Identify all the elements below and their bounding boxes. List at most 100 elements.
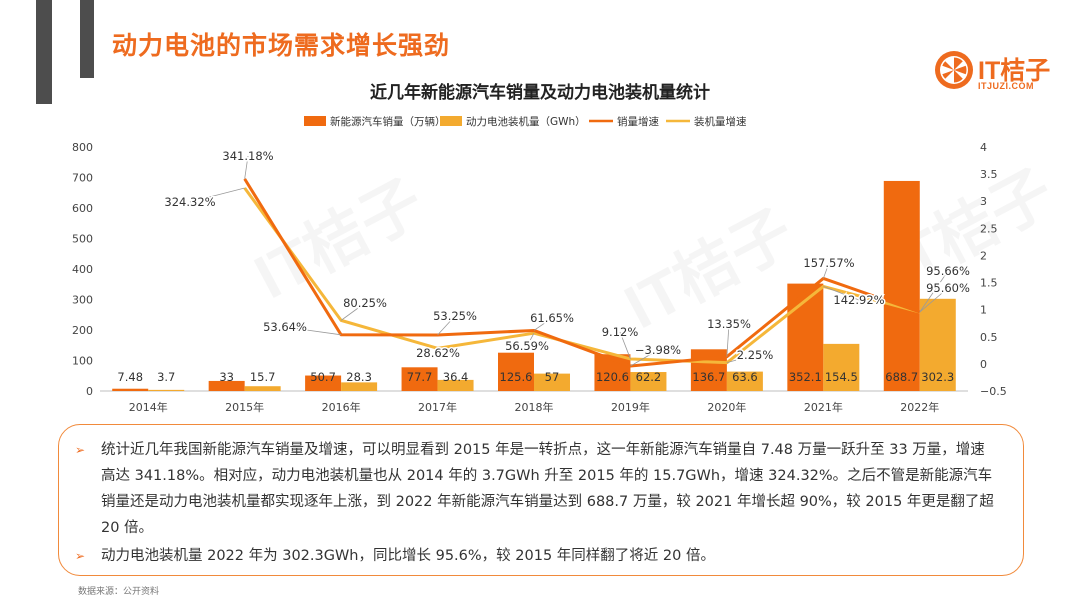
combo-chart: IT桔子 IT桔子 IT桔子新能源汽车销量（万辆） 动力电池装机量（GWh） 销量增速装…	[72, 115, 1065, 414]
x-tick-label: 2019年	[611, 400, 650, 414]
bar-sales-value-label: 352.1	[789, 370, 822, 384]
leader-line	[533, 317, 553, 331]
leader-line	[619, 331, 631, 360]
bar-battery-value-label: 28.3	[346, 370, 372, 384]
bar-sales	[883, 180, 920, 391]
y-right-tick-label: 2	[980, 249, 987, 262]
summary-item: ➢ 统计近几年我国新能源汽车销量及增速，可以明显看到 2015 年是一转折点，这…	[75, 437, 995, 541]
leader-line	[630, 349, 659, 367]
source-note: 数据来源：公开资料	[78, 587, 160, 597]
bar-battery	[726, 371, 763, 391]
bar-sales	[401, 367, 438, 391]
battery-growth-label: 9.12%	[602, 325, 639, 339]
bar-sales-value-label: 136.7	[692, 370, 725, 384]
bar-sales-value-label: 688.7	[885, 370, 918, 384]
leader-line	[284, 326, 342, 336]
battery-growth-label: 28.62%	[416, 346, 460, 360]
bar-battery-value-label: 3.7	[157, 370, 175, 384]
y-right-tick-label: 2.5	[980, 222, 998, 235]
sales-growth-label: 53.25%	[433, 309, 477, 323]
legend-swatch	[304, 116, 326, 126]
legend-label: 新能源汽车销量（万辆）	[330, 115, 446, 128]
bar-battery-value-label: 62.2	[636, 370, 662, 384]
watermark-text: IT桔子	[244, 167, 435, 312]
leader-line	[437, 315, 456, 336]
battery-growth-label: 324.32%	[164, 195, 215, 209]
y-right-tick-label: 1.5	[980, 277, 998, 290]
y-right-tick-label: 1	[980, 304, 987, 317]
summary-text: 动力电池装机量 2022 年为 302.3GWh，同比增长 95.6%，较 20…	[101, 548, 715, 564]
y-left-tick-label: 0	[86, 385, 93, 398]
bar-battery	[823, 343, 860, 391]
line-battery-growth	[243, 187, 921, 365]
y-left-tick-label: 300	[72, 294, 93, 307]
sales-growth-label: 341.18%	[222, 149, 273, 163]
y-right-tick-label: 0	[980, 358, 987, 371]
leader-line	[726, 323, 730, 357]
x-tick-label: 2017年	[418, 400, 457, 414]
x-tick-label: 2014年	[129, 400, 168, 414]
sales-growth-label: 61.65%	[530, 311, 574, 325]
leader-line	[340, 302, 366, 321]
bar-battery-value-label: 154.5	[825, 370, 858, 384]
sales-growth-label: 13.35%	[707, 317, 751, 331]
leader-line	[244, 155, 249, 179]
bar-battery-value-label: 57	[545, 370, 560, 384]
summary-text: 统计近几年我国新能源汽车销量及增速，可以明显看到 2015 年是一转折点，这一年…	[101, 442, 994, 536]
leader-line	[823, 286, 860, 301]
x-tick-label: 2021年	[804, 400, 843, 414]
chart-title: 近几年新能源汽车销量及动力电池装机量统计	[370, 83, 710, 103]
y-left-tick-label: 200	[72, 324, 93, 337]
sales-growth-label: −3.98%	[635, 343, 681, 357]
legend-swatch	[440, 116, 462, 126]
sales-growth-label: 95.66%	[926, 264, 970, 278]
logo-url: ITJUZI.COM	[978, 81, 1034, 91]
bar-battery	[630, 372, 667, 391]
bar-sales-value-label: 77.7	[407, 370, 433, 384]
bar-battery	[244, 386, 281, 391]
sales-growth-label: 157.57%	[803, 256, 854, 270]
battery-growth-label: 56.59%	[505, 339, 549, 353]
bar-sales	[208, 380, 245, 391]
bar-battery	[341, 382, 378, 391]
logo-name: IT桔子	[978, 57, 1051, 85]
bar-sales-value-label: 33	[219, 370, 234, 384]
y-right-tick-label: 3.5	[980, 168, 998, 181]
line-sales-growth	[243, 178, 921, 368]
bar-sales-value-label: 125.6	[500, 370, 533, 384]
y-right-tick-label: 0.5	[980, 331, 998, 344]
bar-battery	[919, 298, 956, 391]
leader-line	[919, 287, 949, 313]
bar-battery-value-label: 36.4	[443, 370, 469, 384]
bar-battery	[148, 389, 185, 391]
bar-sales	[112, 388, 149, 391]
y-left-tick-label: 100	[72, 355, 93, 368]
x-tick-label: 2022年	[900, 400, 939, 414]
bar-battery	[437, 379, 474, 391]
page-title: 动力电池的市场需求增长强劲	[112, 31, 451, 60]
x-tick-label: 2020年	[707, 400, 746, 414]
sales-growth-label: 53.64%	[263, 320, 307, 334]
y-left-tick-label: 800	[72, 141, 93, 154]
x-tick-label: 2018年	[515, 400, 554, 414]
leader-line	[726, 354, 756, 364]
bar-sales-value-label: 7.48	[117, 370, 143, 384]
y-left-tick-label: 400	[72, 263, 93, 276]
summary-item: ➢ 动力电池装机量 2022 年为 302.3GWh，同比增长 95.6%，较 …	[75, 543, 995, 569]
bar-sales-value-label: 120.6	[596, 370, 629, 384]
bar-battery-value-label: 63.6	[732, 370, 758, 384]
battery-growth-label: 2.25%	[737, 348, 774, 362]
bar-sales	[305, 375, 342, 391]
orange-slice-icon	[935, 51, 973, 89]
header-deco-bar-large	[36, 0, 52, 104]
battery-growth-label: 80.25%	[343, 296, 387, 310]
battery-growth-label: 142.92%	[833, 293, 884, 307]
bar-sales-value-label: 50.7	[310, 370, 336, 384]
leader-line	[919, 270, 949, 313]
bar-battery	[534, 373, 570, 391]
bar-sales	[498, 352, 534, 391]
summary-box: ➢ 统计近几年我国新能源汽车销量及增速，可以明显看到 2015 年是一转折点，这…	[58, 424, 1024, 576]
x-tick-label: 2015年	[225, 400, 264, 414]
header-deco-bar-small	[80, 0, 94, 78]
battery-growth-label: 95.60%	[926, 281, 970, 295]
